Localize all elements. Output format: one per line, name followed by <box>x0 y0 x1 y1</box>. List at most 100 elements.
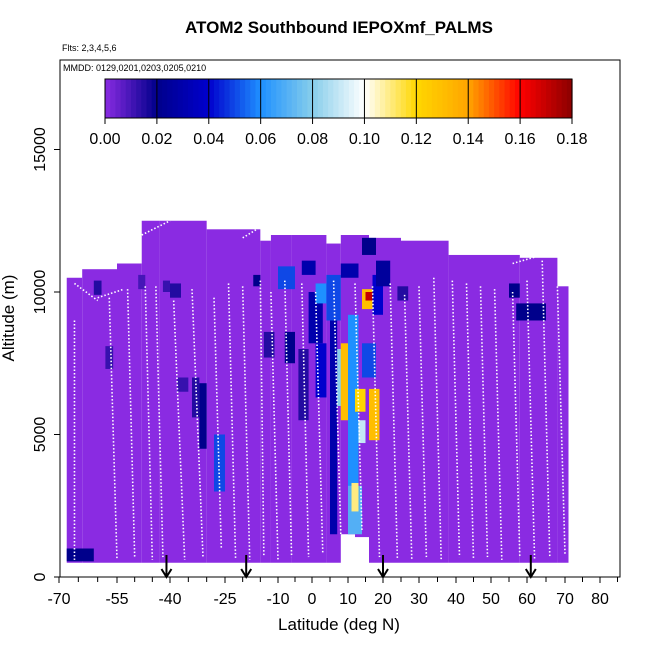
y-axis-label: Altitude (m) <box>0 275 18 362</box>
colorbar-swatch <box>255 79 262 118</box>
x-tick-label: 0 <box>308 591 317 608</box>
latitude-arrow-head <box>377 568 389 579</box>
heatmap-cell <box>372 274 383 315</box>
colorbar-tick-label: 0.18 <box>556 131 587 148</box>
x-tick-label: 80 <box>591 591 609 608</box>
colorbar-swatch <box>442 79 449 118</box>
colorbar-tick-label: 0.00 <box>89 131 120 148</box>
flight-track <box>354 283 363 532</box>
heatmap-cell <box>278 266 295 290</box>
heatmap-cell <box>348 314 359 515</box>
colorbar-swatch <box>105 79 111 118</box>
colorbar-swatch <box>473 79 480 118</box>
colorbar-swatch <box>239 79 246 118</box>
heatmap-cell <box>192 377 200 418</box>
heatmap-cell <box>365 292 373 301</box>
x-tick-label: -55 <box>105 591 128 608</box>
flight-track <box>227 283 237 560</box>
latitude-arrows <box>160 555 537 579</box>
heatmap-cell <box>170 283 181 298</box>
coverage-cell <box>557 286 569 563</box>
colorbar-swatch <box>364 79 371 118</box>
colorbar-swatch <box>260 79 267 118</box>
colorbar-swatch <box>291 79 298 118</box>
colorbar-swatch <box>167 79 174 118</box>
colorbar-swatch <box>374 79 381 118</box>
heatmap-cell <box>340 343 348 421</box>
colorbar-swatch <box>504 79 511 118</box>
colorbar-swatch <box>136 79 142 118</box>
colorbar-swatch <box>437 79 443 118</box>
colorbar-swatch <box>463 79 469 118</box>
chart-subtitle-dates: MMDD: 0129,0201,0203,0205,0210 <box>63 63 206 73</box>
coverage-cell <box>82 269 117 563</box>
colorbar-swatch <box>177 79 184 118</box>
flight-track <box>144 286 154 560</box>
latitude-arrow-head <box>240 568 253 579</box>
colorbar-swatch <box>400 79 407 118</box>
colorbar-swatch <box>390 79 397 118</box>
flight-track <box>301 283 310 558</box>
x-tick-label: -70 <box>47 591 70 608</box>
flight-track <box>241 286 251 560</box>
colorbar-swatch <box>416 79 423 118</box>
colorbar-swatch <box>302 79 308 118</box>
colorbar-swatch <box>162 79 168 118</box>
colorbar-swatch <box>421 79 428 118</box>
x-tick-label: -40 <box>158 591 181 608</box>
plot-area <box>66 220 569 563</box>
x-tick-label: 30 <box>410 591 428 608</box>
flight-track <box>73 282 99 302</box>
colorbar-swatch <box>265 79 272 118</box>
colorbar-swatch <box>385 79 391 118</box>
heatmap-cell <box>376 260 391 287</box>
x-tick-label: 60 <box>518 591 536 608</box>
colorbar-swatch <box>338 79 345 118</box>
heatmap-cell <box>351 482 359 512</box>
x-tick-label: 10 <box>339 591 357 608</box>
colorbar-swatch <box>234 79 241 118</box>
coverage-cell <box>117 263 142 563</box>
coverage-cell <box>260 240 271 563</box>
heatmap-cell <box>509 283 520 298</box>
colorbar-swatch <box>488 79 495 118</box>
colorbar-swatch <box>151 79 158 118</box>
colorbar-swatch <box>193 79 199 118</box>
colorbar-swatch <box>198 79 205 118</box>
flight-track <box>332 280 342 535</box>
colorbar-swatch <box>540 79 547 118</box>
flight-track <box>191 289 204 558</box>
colorbar-swatch <box>322 79 329 118</box>
heatmap-cell <box>199 383 207 449</box>
flight-track <box>126 289 136 558</box>
colorbar-swatch <box>141 79 148 118</box>
y-tick-label: 10000 <box>32 270 49 315</box>
colorbar-tick-label: 0.08 <box>297 131 328 148</box>
colorbar-swatch <box>146 79 153 118</box>
colorbar-swatch <box>130 79 137 118</box>
flight-track <box>270 291 279 560</box>
colorbar-swatch <box>509 79 516 118</box>
colorbar-swatch <box>395 79 402 118</box>
colorbar-swatch <box>250 79 257 118</box>
heatmap-cell <box>162 280 170 292</box>
colorbar-swatch <box>483 79 490 118</box>
colorbar-swatch <box>369 79 376 118</box>
heatmap-cell <box>105 346 114 369</box>
colorbar-swatch <box>312 79 319 118</box>
colorbar-swatch <box>426 79 433 118</box>
flight-track <box>403 294 413 560</box>
heatmap-cell <box>315 283 327 304</box>
flight-track <box>97 288 125 299</box>
colorbar-swatch <box>276 79 283 118</box>
colorbar-swatch <box>120 79 127 118</box>
colorbar-swatch <box>271 79 277 118</box>
flight-track <box>511 291 521 558</box>
colorbar-swatch <box>494 79 500 118</box>
colorbar-swatch <box>354 79 360 118</box>
colorbar-swatch <box>556 79 563 118</box>
colorbar-swatch <box>348 79 355 118</box>
flight-track <box>526 280 536 560</box>
colorbar-swatch <box>411 79 417 118</box>
colorbar-swatch <box>203 79 210 118</box>
